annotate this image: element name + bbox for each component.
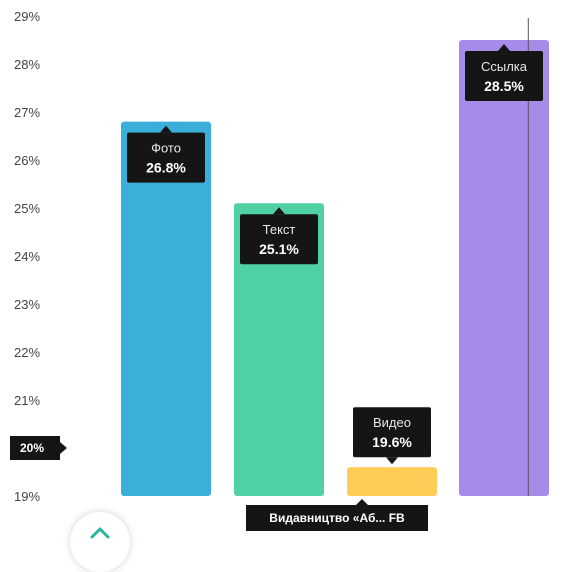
bar[interactable]: [347, 467, 437, 496]
y-tick-label: 29%: [14, 9, 40, 24]
data-tooltip: Видео 19.6%: [353, 407, 431, 465]
data-tooltip: Текст 25.1%: [240, 207, 318, 265]
y-tick-label: 19%: [14, 489, 40, 504]
y-highlight-label: 20%: [20, 441, 44, 455]
x-highlight-label: Видавництво «Аб... FB: [269, 511, 405, 525]
tooltip-category-label: Фото: [151, 141, 181, 156]
tooltip-category-label: Ссылка: [481, 59, 528, 74]
tooltip-category-label: Видео: [373, 415, 411, 430]
tooltip-category-label: Текст: [263, 222, 296, 237]
y-highlight-marker: 20%: [10, 436, 67, 460]
bar-chart: 29% 28% 27% 26% 25% 24% 23% 22% 21% 20% 19% Фото 26…: [10, 9, 549, 531]
tooltip-value-label: 28.5%: [484, 78, 524, 94]
tooltip-value-label: 25.1%: [259, 241, 299, 257]
y-tick-label: 26%: [14, 153, 40, 168]
bar[interactable]: [121, 121, 211, 496]
tooltip-value-label: 26.8%: [146, 160, 186, 176]
y-tick-label: 28%: [14, 57, 40, 72]
data-tooltip: Ссылка 28.5%: [465, 44, 543, 101]
data-tooltip: Фото 26.8%: [127, 125, 205, 183]
y-tick-label: 23%: [14, 297, 40, 312]
y-tick-label: 24%: [14, 249, 40, 264]
bars: [121, 40, 549, 496]
y-tick-label: 25%: [14, 201, 40, 216]
x-highlight-marker: Видавництво «Аб... FB: [246, 499, 428, 531]
y-tick-label: 21%: [14, 393, 40, 408]
y-tick-label: 22%: [14, 345, 40, 360]
y-tick-label: 27%: [14, 105, 40, 120]
bar[interactable]: [234, 203, 324, 496]
collapse-toggle-button[interactable]: [70, 512, 130, 572]
tooltip-value-label: 19.6%: [372, 434, 412, 450]
overlay: Фото 26.8% Текст 25.1% Видео 19.6% Ссылка 28.5%…: [10, 18, 543, 531]
chevron-up-icon: [90, 527, 110, 539]
y-axis: 29%28%27%26%25%24%23%22%21%20%19%: [14, 9, 40, 504]
bar[interactable]: [459, 40, 549, 496]
